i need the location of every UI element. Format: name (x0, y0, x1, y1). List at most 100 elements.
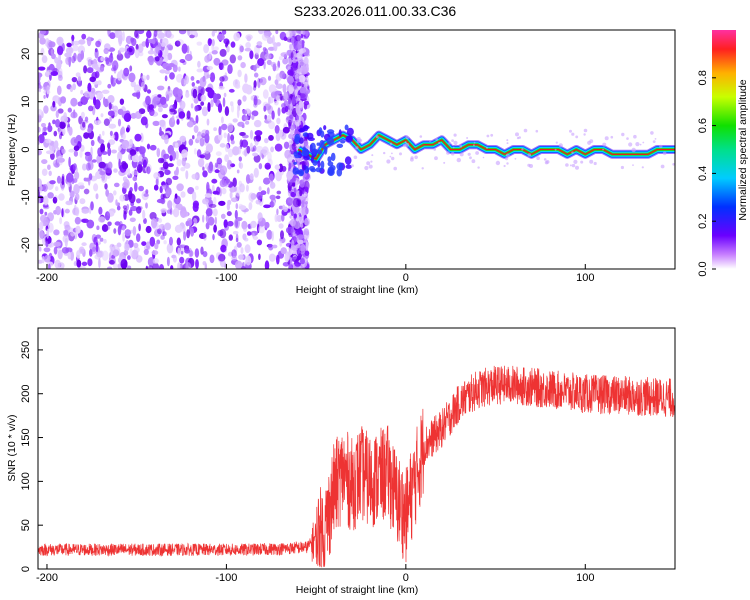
noise-cell (197, 60, 201, 68)
noise-cell (127, 265, 132, 269)
signal-halo-dot (521, 148, 524, 151)
noise-cell (203, 44, 210, 54)
y-tick-label: 0 (20, 146, 32, 152)
noise-cell (131, 154, 140, 163)
noise-cell (260, 190, 267, 195)
signal-halo-dot (434, 156, 438, 161)
noise-cell (221, 213, 226, 219)
noise-cell (61, 148, 66, 154)
noise-cell (185, 262, 192, 269)
noise-cell (276, 117, 281, 125)
signal-halo-dot (473, 141, 476, 144)
noise-cell (212, 46, 219, 51)
noise-cell (213, 196, 217, 205)
noise-cell (38, 109, 43, 116)
noise-cell (114, 182, 120, 188)
noise-cell (297, 44, 301, 50)
noise-cell (184, 248, 191, 254)
noise-cell (85, 153, 93, 162)
noise-cell (162, 54, 169, 63)
signal-blob (316, 142, 321, 146)
noise-cell (57, 157, 65, 163)
noise-cell (68, 156, 71, 168)
noise-cell (305, 240, 309, 251)
signal-halo-dot (569, 164, 572, 167)
signal-halo-dot (620, 165, 625, 170)
noise-cell (81, 261, 88, 266)
noise-cell (91, 159, 97, 163)
noise-cell (157, 32, 165, 39)
noise-cell (202, 251, 208, 258)
noise-cell (248, 202, 253, 211)
noise-cell (53, 229, 60, 236)
noise-cell (184, 53, 193, 62)
noise-cell (164, 75, 168, 82)
noise-cell (228, 234, 233, 241)
noise-cell (213, 127, 218, 132)
noise-cell (286, 171, 294, 180)
noise-cell (149, 144, 157, 151)
signal-halo-dot (486, 134, 490, 138)
noise-cell (52, 119, 56, 125)
noise-cell (293, 213, 298, 219)
noise-cell (264, 114, 268, 120)
noise-cell (296, 82, 302, 87)
noise-cell (50, 105, 57, 112)
signal-halo-dot (569, 129, 572, 133)
noise-cell (164, 30, 168, 38)
noise-cell (264, 221, 270, 229)
noise-cell (41, 168, 48, 176)
noise-cell (209, 72, 216, 83)
noise-cell (157, 94, 162, 98)
noise-cell (141, 241, 147, 247)
noise-cell (136, 233, 141, 243)
noise-cell (75, 225, 81, 234)
noise-cell (47, 222, 54, 233)
y-tick-label: 0 (20, 566, 32, 572)
noise-cell (185, 170, 189, 180)
noise-cell (190, 103, 194, 109)
noise-cell (134, 48, 140, 59)
noise-cell (208, 203, 217, 208)
noise-cell (118, 36, 122, 47)
noise-cell (237, 69, 242, 78)
noise-cell (259, 77, 267, 86)
colorbar-tick-label: 0.4 (697, 166, 709, 181)
noise-cell (152, 258, 159, 264)
colorbar-tick-label: 0.2 (697, 214, 709, 229)
signal-halo-dot (475, 151, 479, 155)
noise-cell (80, 89, 84, 95)
noise-cell (250, 95, 255, 101)
signal-halo-dot (389, 155, 392, 158)
noise-cell (191, 191, 197, 202)
noise-cell (83, 65, 88, 74)
noise-cell (275, 171, 282, 182)
noise-cell (107, 95, 115, 104)
noise-cell (224, 106, 230, 117)
noise-cell (244, 115, 249, 121)
noise-cell (119, 194, 126, 202)
noise-cell (65, 200, 73, 206)
signal-halo-dot (506, 142, 509, 145)
signal-halo-dot (490, 133, 494, 137)
noise-cell (175, 150, 179, 160)
noise-cell (129, 248, 133, 257)
noise-cell (121, 139, 130, 149)
spectrogram-signal-track (292, 124, 675, 177)
noise-cell (281, 107, 287, 114)
noise-cell (267, 46, 276, 51)
signal-blob (299, 127, 304, 132)
noise-cell (113, 190, 117, 196)
signal-halo-dot (403, 143, 407, 148)
noise-cell (281, 165, 287, 172)
noise-cell (275, 30, 279, 35)
noise-cell (253, 80, 257, 88)
noise-cell (213, 93, 218, 104)
signal-halo-dot (421, 167, 424, 170)
noise-cell (38, 242, 41, 249)
signal-halo-dot (467, 152, 471, 156)
noise-cell (185, 92, 190, 98)
noise-cell (219, 179, 227, 188)
noise-cell (135, 43, 139, 51)
noise-cell (245, 120, 250, 125)
